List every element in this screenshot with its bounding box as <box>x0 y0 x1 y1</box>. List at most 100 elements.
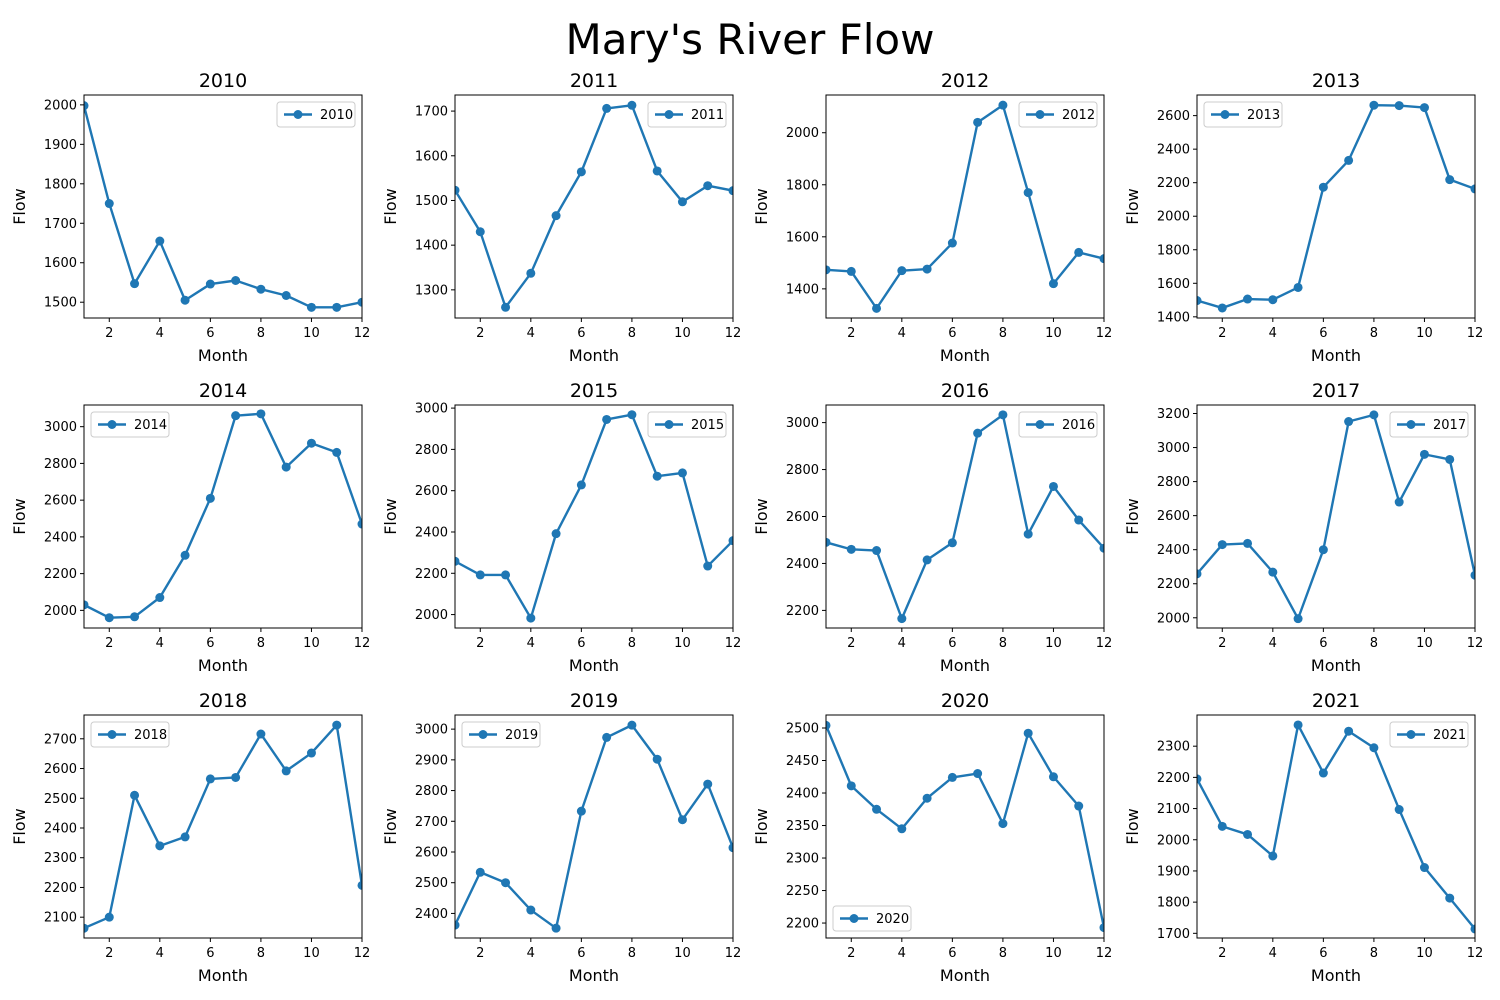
legend-marker <box>1035 110 1045 119</box>
data-point <box>677 197 687 207</box>
data-point <box>947 238 957 248</box>
x-tick-label: 4 <box>527 326 535 341</box>
y-tick-label: 1300 <box>415 283 448 298</box>
data-point <box>703 181 713 191</box>
subplot-title: 2011 <box>570 70 618 92</box>
data-point <box>846 544 856 554</box>
x-tick-label: 4 <box>527 636 535 651</box>
data-point <box>1099 543 1104 553</box>
y-tick-label: 1400 <box>415 239 448 254</box>
data-point <box>1023 188 1033 198</box>
y-tick-label: 1700 <box>44 217 77 232</box>
x-tick-label: 10 <box>674 326 691 341</box>
data-point <box>1268 567 1278 577</box>
series-2016 <box>826 410 1104 624</box>
data-point <box>104 912 114 922</box>
data-point <box>998 819 1008 829</box>
data-point <box>1470 570 1475 580</box>
data-point <box>1293 614 1303 624</box>
data-point <box>455 920 460 930</box>
y-axis-label: Flow <box>752 498 771 535</box>
data-point <box>1243 294 1253 304</box>
y-tick-label: 2500 <box>415 876 448 891</box>
legend-marker <box>1406 730 1416 739</box>
y-tick-label: 2900 <box>415 753 448 768</box>
x-tick-label: 10 <box>303 636 320 651</box>
x-tick-label: 6 <box>1319 326 1327 341</box>
series-line <box>455 104 733 309</box>
axes-frame <box>1196 404 1476 629</box>
x-tick-label: 10 <box>1045 326 1062 341</box>
y-axis-label: Flow <box>10 498 29 535</box>
data-point <box>1268 295 1278 305</box>
x-axis-label: Month <box>940 346 990 365</box>
x-axis-label: Month <box>1311 966 1361 985</box>
legend: 2015 <box>647 411 727 438</box>
data-point <box>1023 529 1033 539</box>
data-point <box>1217 303 1227 313</box>
y-tick-label: 2300 <box>786 852 819 867</box>
data-point <box>1268 851 1278 861</box>
data-point <box>872 804 882 814</box>
data-point <box>332 447 342 457</box>
y-tick-label: 1700 <box>1157 927 1190 942</box>
x-tick-label: 2 <box>476 326 484 341</box>
data-point <box>332 720 342 730</box>
data-point <box>627 100 637 110</box>
data-point <box>998 410 1008 420</box>
data-point <box>1217 821 1227 831</box>
x-tick-label: 6 <box>1319 636 1327 651</box>
x-tick-label: 4 <box>898 636 906 651</box>
data-point <box>1217 540 1227 550</box>
data-point <box>526 905 536 915</box>
y-axis-label: Flow <box>381 498 400 535</box>
y-tick-label: 2400 <box>44 821 77 836</box>
data-point <box>1023 728 1033 738</box>
x-tick-label: 4 <box>156 326 164 341</box>
data-point <box>826 265 831 275</box>
data-point <box>281 766 291 776</box>
y-tick-label: 1900 <box>44 138 77 153</box>
data-point <box>332 302 342 312</box>
data-point <box>998 100 1008 110</box>
legend-marker <box>664 110 674 119</box>
data-point <box>602 103 612 113</box>
data-point <box>826 720 831 730</box>
legend-label: 2013 <box>1247 108 1280 123</box>
y-tick-label: 2600 <box>1157 509 1190 524</box>
legend-label: 2017 <box>1433 418 1466 433</box>
data-point <box>1048 772 1058 782</box>
x-tick-label: 12 <box>1096 326 1113 341</box>
series-line <box>826 724 1104 928</box>
subplot-grid: 2010 1500 1600 1700 1800 1900 2000 2 4 6 8 10 12 Mont… <box>10 70 1483 985</box>
subplot-title: 2014 <box>199 380 247 402</box>
data-point <box>551 923 561 933</box>
data-point <box>551 211 561 221</box>
data-point <box>475 227 485 237</box>
legend: 2014 <box>90 411 170 438</box>
x-tick-label: 12 <box>1096 636 1113 651</box>
legend-box <box>647 101 727 128</box>
x-tick-label: 2 <box>1218 326 1226 341</box>
data-point <box>231 772 241 782</box>
series-2015 <box>455 410 733 623</box>
data-point <box>897 614 907 624</box>
y-tick-label: 2000 <box>44 604 77 619</box>
legend-marker <box>107 730 117 739</box>
legend-box <box>1389 721 1469 748</box>
y-tick-label: 2800 <box>415 784 448 799</box>
subplot-title: 2010 <box>199 70 247 92</box>
subplot-2010: 2010 1500 1600 1700 1800 1900 2000 2 4 6 8 10 12 Mont… <box>10 70 370 365</box>
legend-box <box>90 721 170 748</box>
y-tick-label: 2200 <box>415 567 448 582</box>
x-tick-label: 8 <box>999 636 1007 651</box>
data-point <box>205 774 215 784</box>
x-axis-label: Month <box>1311 656 1361 675</box>
x-tick-label: 12 <box>1096 946 1113 961</box>
data-point <box>357 297 362 307</box>
axes-frame <box>454 714 734 939</box>
subplot-2019: 2019 2400 2500 2600 2700 2800 2900 3000 2 4 6 8 10 12… <box>381 690 741 985</box>
data-point <box>652 166 662 176</box>
data-point <box>1197 569 1202 579</box>
data-point <box>728 186 733 196</box>
